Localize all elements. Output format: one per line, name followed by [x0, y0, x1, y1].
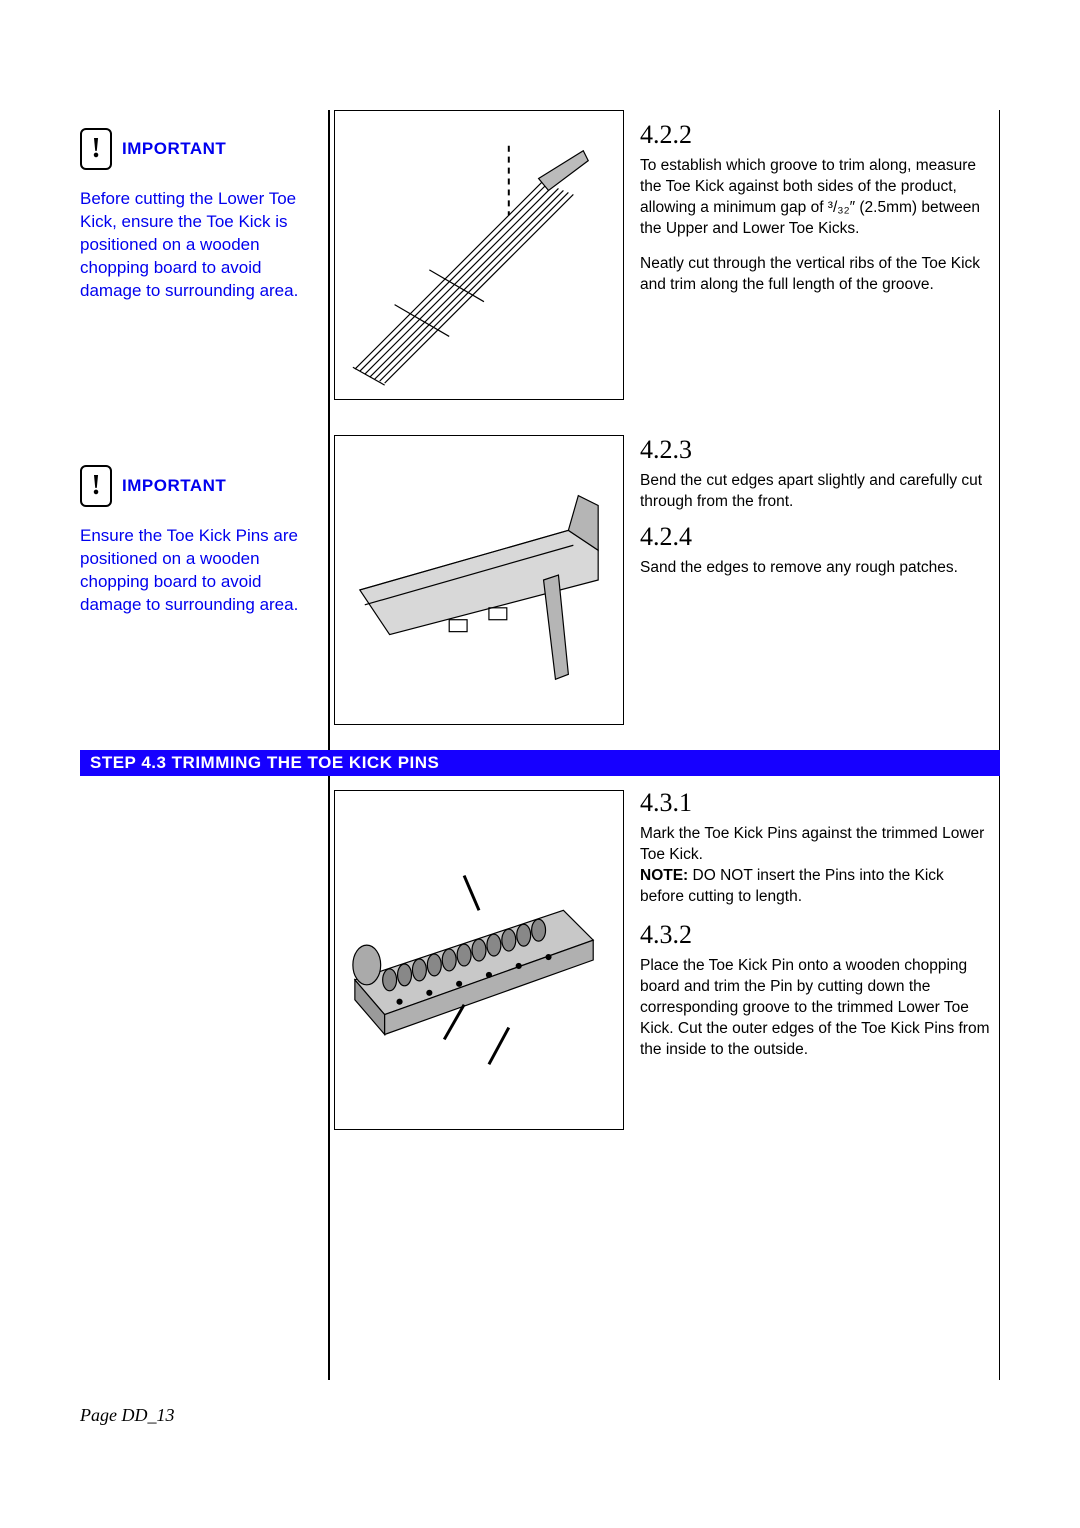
section-4-3-2: 4.3.2 Place the Toe Kick Pin onto a wood… — [640, 920, 990, 1061]
important-callout-1: ! IMPORTANT — [80, 128, 226, 170]
section-para: Mark the Toe Kick Pins against the trimm… — [640, 824, 990, 866]
figure-4-2-2 — [334, 110, 624, 400]
figure-4-3-1 — [334, 790, 624, 1130]
section-para: To establish which groove to trim along,… — [640, 156, 990, 240]
section-number: 4.2.3 — [640, 435, 990, 465]
important-label: IMPORTANT — [122, 476, 226, 496]
section-4-2-2: 4.2.2 To establish which groove to trim … — [640, 120, 990, 296]
section-para: Sand the edges to remove any rough patch… — [640, 558, 990, 579]
section-4-2-3: 4.2.3 Bend the cut edges apart slightly … — [640, 435, 990, 513]
section-number: 4.3.1 — [640, 788, 990, 818]
exclamation-icon: ! — [80, 465, 112, 507]
section-para: Bend the cut edges apart slightly and ca… — [640, 471, 990, 513]
figure-4-2-3 — [334, 435, 624, 725]
section-number: 4.2.4 — [640, 522, 990, 552]
important-label: IMPORTANT — [122, 139, 226, 159]
exclamation-icon: ! — [80, 128, 112, 170]
section-4-3-1: 4.3.1 Mark the Toe Kick Pins against the… — [640, 788, 990, 908]
note-label: NOTE: — [640, 867, 688, 884]
section-4-2-4: 4.2.4 Sand the edges to remove any rough… — [640, 522, 990, 579]
illustration-icon — [335, 111, 623, 399]
illustration-icon — [335, 791, 623, 1129]
important-body-1: Before cutting the Lower Toe Kick, ensur… — [80, 188, 310, 303]
step-heading-bar: STEP 4.3 TRIMMING THE TOE KICK PINS — [80, 750, 1000, 776]
section-para: Neatly cut through the vertical ribs of … — [640, 254, 990, 296]
page-content: ! IMPORTANT Before cutting the Lower Toe… — [80, 110, 1000, 1380]
step-heading-text: STEP 4.3 TRIMMING THE TOE KICK PINS — [90, 753, 439, 773]
section-para: Place the Toe Kick Pin onto a wooden cho… — [640, 956, 990, 1061]
section-number: 4.3.2 — [640, 920, 990, 950]
illustration-icon — [335, 436, 623, 724]
page-footer: Page DD_13 — [80, 1405, 174, 1426]
important-callout-2: ! IMPORTANT — [80, 465, 226, 507]
important-body-2: Ensure the Toe Kick Pins are positioned … — [80, 525, 310, 617]
section-number: 4.2.2 — [640, 120, 990, 150]
vertical-rule — [328, 110, 330, 1380]
section-note: NOTE: DO NOT insert the Pins into the Ki… — [640, 866, 990, 908]
